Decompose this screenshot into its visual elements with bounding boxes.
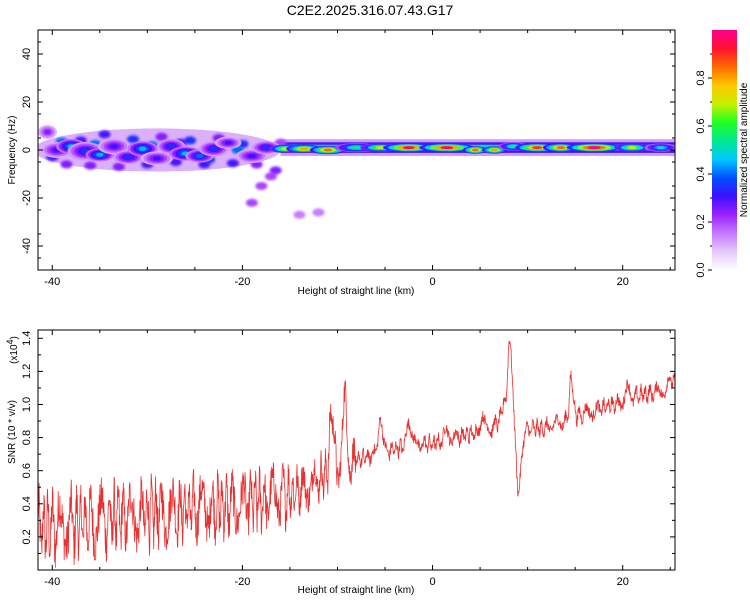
spectral-blob — [60, 160, 73, 169]
spectrogram-ytick-label: -40 — [21, 238, 33, 254]
spectrogram-ylabel: Frequency (Hz) — [7, 116, 18, 185]
snr-xtick-label: -40 — [44, 576, 60, 588]
colorbar-tick-label: 0.2 — [695, 214, 707, 229]
spectral-feature — [491, 148, 498, 152]
spectral-feature — [531, 146, 543, 150]
spectral-blob — [226, 159, 239, 168]
snr-frame — [37, 329, 676, 571]
spectral-blob — [98, 130, 111, 139]
spectral-feature — [627, 146, 637, 150]
snr-ytick-label: 0.6 — [21, 463, 33, 478]
spectral-feature — [152, 156, 161, 161]
spectral-feature — [195, 154, 204, 158]
snr-xtick-label: 20 — [617, 576, 629, 588]
spectral-feature — [138, 146, 147, 151]
spectral-feature — [509, 144, 518, 148]
spectral-feature — [656, 146, 665, 150]
spectral-feature — [587, 146, 601, 150]
snr-xlabel: Height of straight line (km) — [298, 585, 415, 596]
spectrogram-xtick-label: -40 — [44, 276, 60, 288]
snr-ytick-label: 1.2 — [21, 364, 33, 379]
spectral-blob — [269, 166, 282, 175]
spectral-feature — [440, 146, 454, 150]
snr-multiplier-close: ) — [9, 336, 20, 339]
spectral-blob — [312, 208, 325, 217]
spectrogram-plot: -40 -20 0 20 -40 -20 0 20 40 Height of straight … — [7, 29, 676, 297]
spectrogram-ytick-label: 20 — [21, 96, 33, 108]
colorbar-gradient — [712, 30, 737, 270]
spectral-feature — [96, 152, 104, 157]
spectral-blob — [293, 210, 306, 219]
snr-ticks: -40 -20 0 20 0.2 0.4 0.6 0.8 1.0 1.2 1.4 — [21, 330, 675, 588]
spectral-feature — [210, 146, 218, 151]
colorbar-tick-label: 0.4 — [695, 166, 707, 181]
snr-series-line — [38, 340, 675, 568]
colorbar: 0.0 0.2 0.4 0.6 0.8 Normalized spectral ampl… — [695, 30, 750, 278]
spectral-feature — [110, 144, 119, 149]
snr-plot: -40 -20 0 20 0.2 0.4 0.6 0.8 1.0 1.2 1.4 Height of… — [5, 329, 676, 596]
snr-multiplier-exp: 4 — [5, 339, 15, 344]
chart-title: C2E2.2025.316.07.43.G17 — [287, 2, 454, 18]
spectral-feature — [402, 146, 415, 150]
spectral-feature — [375, 146, 386, 150]
colorbar-tick-label: 0.6 — [695, 118, 707, 133]
snr-multiplier-base: (x10 — [9, 344, 20, 364]
spectral-blob — [264, 172, 277, 181]
spectral-feature — [224, 140, 232, 145]
snr-ytick-label: 0.4 — [21, 496, 33, 511]
spectral-feature — [167, 144, 175, 149]
snr-ytick-label: 1.4 — [21, 331, 33, 346]
snr-ytick-label: 0.8 — [21, 430, 33, 445]
spectrogram-ytick-label: 40 — [21, 48, 33, 60]
spectral-feature — [44, 129, 51, 135]
snr-xtick-label: -20 — [234, 576, 250, 588]
spectral-blob — [255, 182, 268, 190]
spectrogram-ticks: -40 -20 0 20 -40 -20 0 20 40 — [21, 30, 675, 288]
spectrogram-ytick-label: 0 — [21, 147, 33, 153]
snr-ylabel: SNR (10 * v/v) — [7, 400, 18, 464]
spectral-feature — [124, 155, 133, 160]
spectrogram-xtick-label: 0 — [429, 276, 435, 288]
snr-multiplier: (x104) — [5, 336, 20, 364]
snr-ytick-label: 1.0 — [21, 397, 33, 412]
spectrogram-xtick-label: 20 — [617, 276, 629, 288]
spectral-feature — [351, 146, 362, 150]
spectral-feature — [323, 148, 333, 152]
spectral-blob — [155, 132, 168, 141]
spectrogram-xtick-label: -20 — [234, 276, 250, 288]
spectral-blob — [84, 161, 97, 170]
spectral-feature — [472, 148, 479, 152]
colorbar-tick-label: 0.8 — [695, 70, 707, 85]
snr-xtick-label: 0 — [429, 576, 435, 588]
spectral-blob — [127, 135, 140, 144]
snr-ytick-label: 0.2 — [21, 529, 33, 544]
spectral-feature — [262, 145, 270, 150]
colorbar-ticks: 0.0 0.2 0.4 0.6 0.8 — [695, 53, 712, 278]
colorbar-tick-label: 0.0 — [695, 262, 707, 277]
spectrogram-heat-layer — [38, 124, 675, 219]
colorbar-label: Normalized spectral amplitude — [739, 82, 750, 217]
spectral-blob — [245, 198, 258, 207]
spectral-blob — [184, 136, 197, 145]
spectrogram-ytick-label: -20 — [21, 190, 33, 206]
spectral-feature — [299, 147, 309, 151]
snr-background — [38, 330, 675, 570]
spectral-blob — [112, 162, 125, 171]
spectral-feature — [556, 146, 566, 150]
spectral-feature — [247, 153, 256, 159]
spectrogram-xlabel: Height of straight line (km) — [298, 286, 415, 297]
